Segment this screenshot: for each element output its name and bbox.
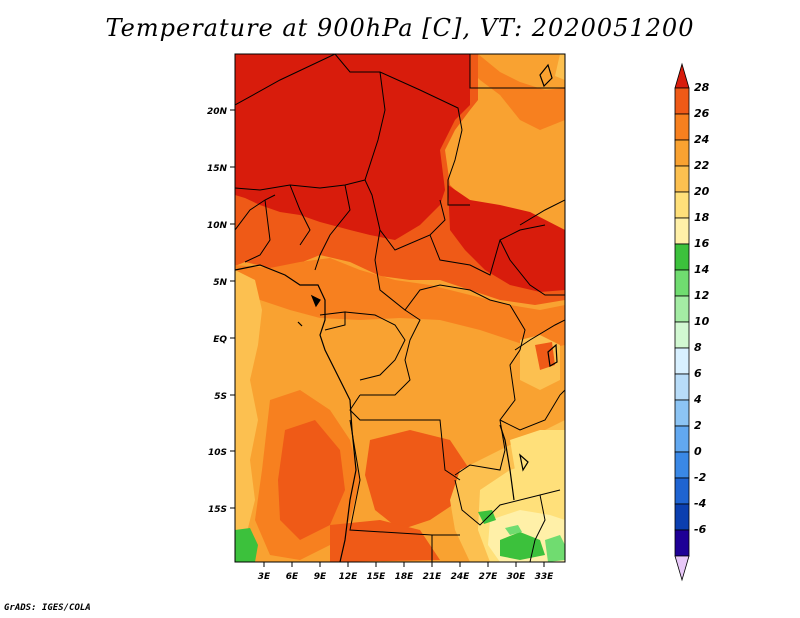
colorbar-bottom-arrow <box>674 555 690 582</box>
colorbar <box>674 62 690 582</box>
lon-label-30e: 30E <box>507 572 527 582</box>
lon-label-18e: 18E <box>395 572 415 582</box>
lon-label-15e: 15E <box>367 572 387 582</box>
cbar-label-18: 18 <box>694 211 710 224</box>
lon-label-9e: 9E <box>314 572 327 582</box>
colorbar-swatch <box>674 321 690 349</box>
cbar-label-m2: -2 <box>694 471 707 484</box>
colorbar-swatch <box>674 295 690 323</box>
colorbar-swatch <box>674 165 690 193</box>
colorbar-swatch <box>674 477 690 505</box>
cbar-label-14: 14 <box>694 263 709 276</box>
temperature-field <box>235 54 565 562</box>
colorbar-swatch <box>674 139 690 167</box>
cbar-label-26: 26 <box>694 107 710 120</box>
cbar-label-8: 8 <box>694 341 702 354</box>
cbar-label-20: 20 <box>694 185 710 198</box>
lat-label-eq: EQ <box>213 335 227 345</box>
cbar-label-12: 12 <box>694 289 710 302</box>
latitude-axis: 20N 15N 10N 5N EQ 5S 10S 15S <box>207 107 235 515</box>
colorbar-swatch <box>674 529 690 557</box>
field-northeast-20c <box>555 54 565 80</box>
colorbar-swatch <box>674 191 690 219</box>
field-green-3 <box>545 535 565 562</box>
cbar-label-22: 22 <box>694 159 710 172</box>
field-central-24c <box>235 258 565 350</box>
colorbar-swatch <box>674 87 690 115</box>
lat-label-5s: 5S <box>214 392 227 402</box>
field-green-2 <box>500 532 545 560</box>
lon-label-33e: 33E <box>535 572 555 582</box>
lon-label-21e: 21E <box>423 572 443 582</box>
field-east-28c <box>448 185 565 292</box>
lat-label-10s: 10S <box>208 448 227 458</box>
grads-credit: GrADS: IGES/COLA <box>4 603 91 613</box>
colorbar-swatch <box>674 503 690 531</box>
lon-label-3e: 3E <box>258 572 271 582</box>
lat-label-20n: 20N <box>207 107 228 117</box>
lat-label-15s: 15S <box>208 505 227 515</box>
field-southwest-26c <box>278 420 345 540</box>
cbar-label-6: 6 <box>694 367 702 380</box>
longitude-axis: 3E 6E 9E 12E 15E 18E 21E 24E 27E 30E 33E <box>258 562 554 582</box>
coastline <box>235 63 558 562</box>
field-east-18c <box>510 430 565 480</box>
cbar-label-4: 4 <box>693 393 702 406</box>
cbar-label-0: 0 <box>694 445 702 458</box>
colorbar-swatch <box>674 243 690 271</box>
lat-label-15n: 15N <box>207 164 228 174</box>
colorbar-top-arrow <box>674 62 690 89</box>
colorbar-swatch <box>674 217 690 245</box>
colorbar-swatch <box>674 113 690 141</box>
colorbar-swatch <box>674 399 690 427</box>
field-streak-26c <box>470 54 478 110</box>
lon-label-12e: 12E <box>339 572 359 582</box>
field-northeast-22c <box>478 54 565 90</box>
lon-label-27e: 27E <box>479 572 499 582</box>
field-westcoast-20c <box>235 270 262 545</box>
lon-label-6e: 6E <box>286 572 299 582</box>
colorbar-swatch <box>674 425 690 453</box>
cbar-label-28: 28 <box>694 81 710 94</box>
cbar-label-24: 24 <box>694 133 709 146</box>
colorbar-swatch <box>674 269 690 297</box>
cbar-label-2: 2 <box>694 419 702 432</box>
colorbar-swatch <box>674 373 690 401</box>
country-borders <box>235 54 565 562</box>
cbar-label-10: 10 <box>694 315 710 328</box>
lon-label-24e: 24E <box>451 572 471 582</box>
field-green-sw <box>235 528 258 562</box>
field-green-4 <box>505 525 522 535</box>
map-frame <box>234 53 566 563</box>
colorbar-labels: 28 26 24 22 20 18 16 14 12 10 8 6 4 2 0 … <box>693 81 710 536</box>
colorbar-swatch <box>674 451 690 479</box>
colorbar-swatch <box>674 347 690 375</box>
lat-label-10n: 10N <box>207 221 228 231</box>
map-title: Temperature at 900hPa [C], VT: 202005120… <box>105 14 695 42</box>
cbar-label-m4: -4 <box>694 497 706 510</box>
cbar-label-m6: -6 <box>694 523 707 536</box>
lat-label-5n: 5N <box>213 278 227 288</box>
cbar-label-16: 16 <box>694 237 710 250</box>
